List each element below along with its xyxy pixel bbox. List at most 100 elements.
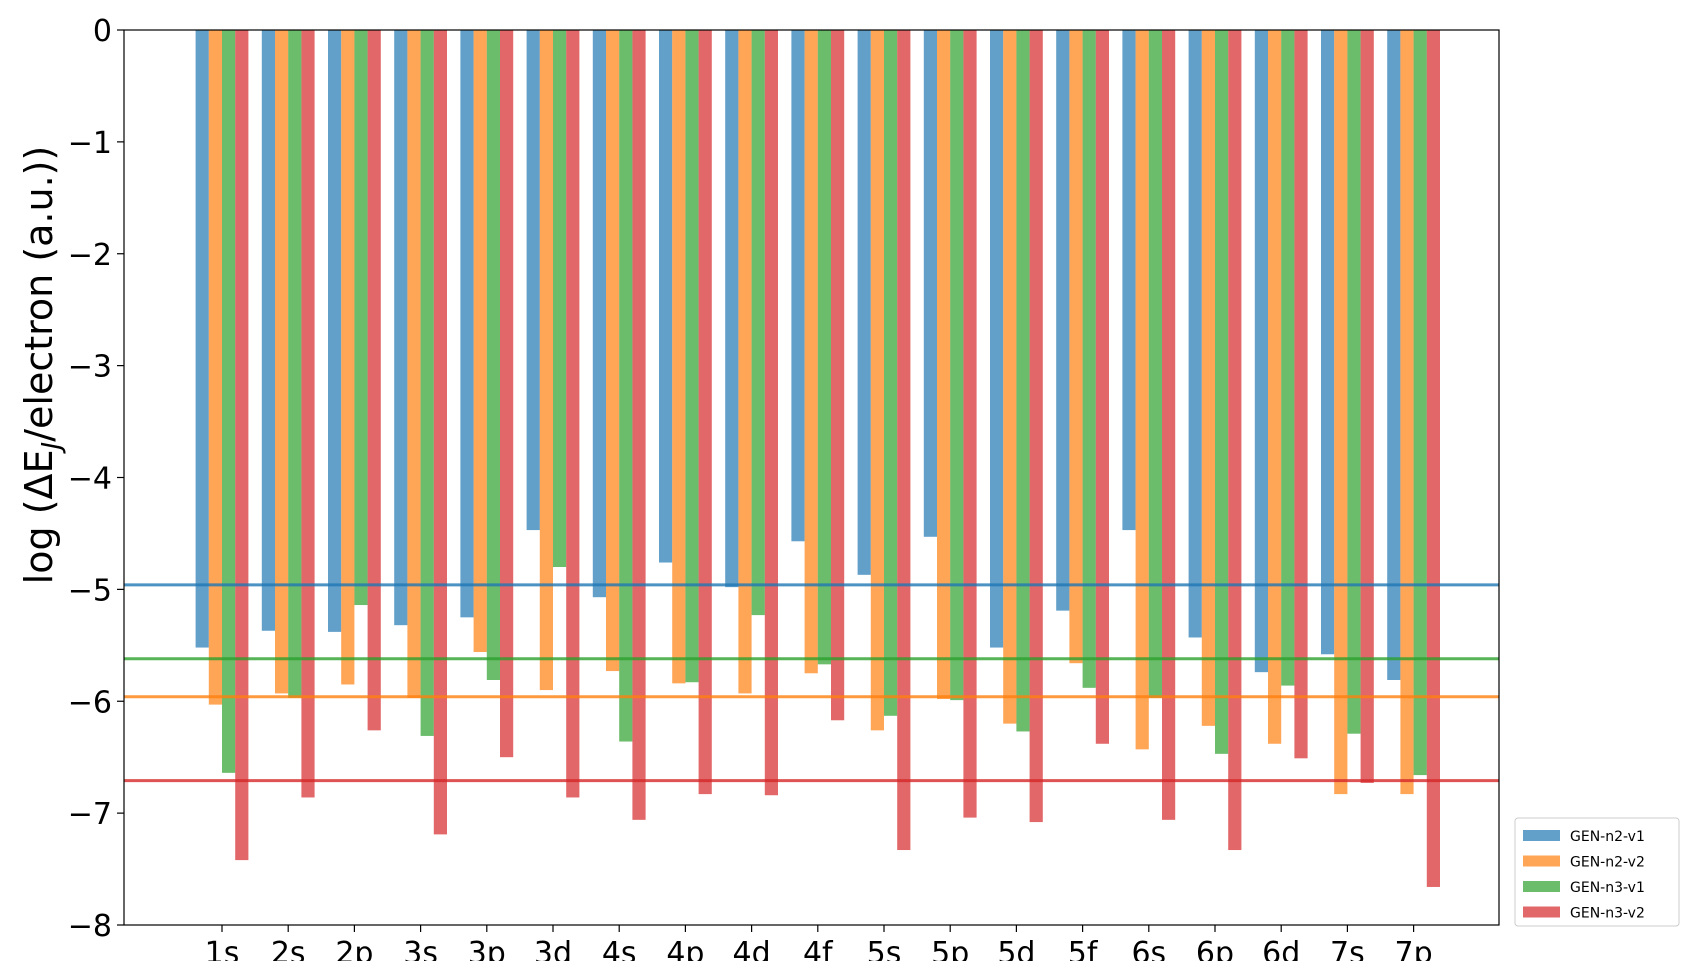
bar-GEN-n2-v1-2s xyxy=(261,30,275,631)
y-axis-label-suffix: /electron (a.u.)) xyxy=(17,146,61,442)
bar-GEN-n3-v2-3s xyxy=(433,30,447,835)
x-tick-label: 4d xyxy=(733,936,771,961)
bar-GEN-n3-v2-5f xyxy=(1095,30,1109,744)
bar-GEN-n3-v2-4f xyxy=(831,30,845,721)
bar-GEN-n2-v1-4s xyxy=(592,30,606,598)
bar-GEN-n2-v1-5f xyxy=(1056,30,1070,611)
bar-GEN-n3-v2-4d xyxy=(764,30,778,796)
x-tick-label: 6s xyxy=(1131,936,1166,961)
bar-GEN-n2-v2-4s xyxy=(606,30,620,672)
bar-GEN-n3-v1-3p xyxy=(486,30,500,680)
bar-GEN-n3-v2-7p xyxy=(1426,30,1440,887)
bar-GEN-n3-v2-3p xyxy=(500,30,514,758)
y-tick-label: −4 xyxy=(68,462,112,497)
bar-GEN-n3-v1-6p xyxy=(1215,30,1229,754)
y-tick-label: 0 xyxy=(93,14,112,49)
bar-GEN-n2-v1-3s xyxy=(394,30,408,626)
x-tick-label: 1s xyxy=(205,936,240,961)
bar-GEN-n3-v2-6s xyxy=(1162,30,1176,820)
bar-GEN-n2-v1-3d xyxy=(526,30,540,531)
bar-GEN-n3-v2-4s xyxy=(632,30,646,820)
bar-GEN-n2-v1-3p xyxy=(460,30,474,618)
x-tick-label: 2s xyxy=(271,936,306,961)
x-tick-label: 4p xyxy=(666,936,704,961)
y-tick-label: −5 xyxy=(68,573,112,608)
bar-GEN-n3-v1-5p xyxy=(950,30,964,701)
legend-box xyxy=(1514,817,1680,927)
bar-GEN-n2-v2-4p xyxy=(672,30,686,684)
bar-GEN-n2-v2-7s xyxy=(1334,30,1348,795)
bar-GEN-n2-v2-7p xyxy=(1400,30,1414,795)
bar-GEN-n3-v1-2s xyxy=(288,30,302,698)
bar-GEN-n2-v2-5p xyxy=(937,30,951,700)
bar-GEN-n3-v1-5d xyxy=(1016,30,1030,732)
bar-GEN-n3-v1-3s xyxy=(420,30,434,736)
bar-GEN-n3-v1-4p xyxy=(685,30,699,683)
x-tick-label: 7p xyxy=(1395,936,1433,961)
legend-swatch-GEN-n3-v1 xyxy=(1523,881,1560,892)
legend-swatch-GEN-n3-v2 xyxy=(1523,906,1560,918)
x-tick-label: 4f xyxy=(803,936,834,961)
bar-GEN-n2-v1-4d xyxy=(725,30,739,588)
bar-GEN-n2-v1-6d xyxy=(1254,30,1268,673)
bar-GEN-n2-v2-6d xyxy=(1268,30,1282,744)
bar-GEN-n3-v1-5f xyxy=(1082,30,1096,688)
bar-GEN-n3-v1-3d xyxy=(553,30,567,567)
y-axis-label: log (ΔEJ/electron (a.u.)) xyxy=(17,146,67,585)
legend-label-GEN-n2-v2: GEN-n2-v2 xyxy=(1570,855,1645,871)
bar-GEN-n3-v1-4s xyxy=(619,30,633,742)
bar-GEN-n3-v1-7s xyxy=(1347,30,1361,734)
bar-GEN-n3-v1-2p xyxy=(354,30,368,606)
y-tick-label: −7 xyxy=(68,797,112,832)
legend-label-GEN-n3-v1: GEN-n3-v1 xyxy=(1570,880,1645,896)
bar-GEN-n3-v2-1s xyxy=(235,30,249,861)
bar-GEN-n3-v1-5s xyxy=(884,30,898,716)
bar-GEN-n3-v2-2s xyxy=(301,30,315,798)
bar-GEN-n3-v1-6d xyxy=(1281,30,1295,686)
bar-GEN-n3-v1-1s xyxy=(222,30,236,773)
bar-GEN-n2-v2-6p xyxy=(1201,30,1215,726)
bar-GEN-n3-v1-6s xyxy=(1148,30,1162,698)
x-tick-label: 5p xyxy=(931,936,969,961)
x-tick-label: 5d xyxy=(997,936,1035,961)
bar-GEN-n3-v2-7s xyxy=(1360,30,1374,783)
legend-swatch-GEN-n2-v1 xyxy=(1523,830,1560,841)
x-tick-label: 2p xyxy=(335,936,373,961)
x-tick-label: 4s xyxy=(602,936,637,961)
bar-GEN-n2-v1-6p xyxy=(1188,30,1202,638)
x-tick-label: 6d xyxy=(1262,936,1300,961)
bar-GEN-n3-v2-2p xyxy=(367,30,381,731)
x-tick-label: 3s xyxy=(403,936,438,961)
y-axis-label-main: log (ΔE xyxy=(17,449,61,584)
y-tick-label: −6 xyxy=(68,685,112,720)
bar-GEN-n2-v1-4f xyxy=(791,30,805,542)
bar-GEN-n2-v1-6s xyxy=(1122,30,1136,531)
bar-GEN-n3-v2-5s xyxy=(897,30,911,851)
y-tick-label: −1 xyxy=(68,126,112,161)
bar-GEN-n2-v1-7s xyxy=(1321,30,1335,655)
bar-GEN-n3-v1-4d xyxy=(751,30,765,616)
bar-GEN-n2-v2-2p xyxy=(341,30,355,685)
bar-GEN-n2-v1-7p xyxy=(1387,30,1401,680)
bar-GEN-n2-v2-5d xyxy=(1003,30,1017,724)
bar-GEN-n3-v2-5d xyxy=(1029,30,1043,823)
bar-GEN-n2-v2-4d xyxy=(738,30,752,694)
y-tick-label: −2 xyxy=(68,238,112,273)
bar-GEN-n2-v1-5p xyxy=(923,30,937,537)
bar-GEN-n3-v2-6p xyxy=(1228,30,1242,851)
bar-GEN-n3-v1-7p xyxy=(1413,30,1427,776)
legend-label-GEN-n3-v2: GEN-n3-v2 xyxy=(1570,906,1645,922)
reference-lines xyxy=(124,583,1499,783)
legend-label-GEN-n2-v1: GEN-n2-v1 xyxy=(1570,829,1645,845)
bar-GEN-n3-v2-3d xyxy=(566,30,580,798)
bar-GEN-n2-v2-3s xyxy=(407,30,421,698)
bar-GEN-n3-v1-4f xyxy=(817,30,831,665)
x-tick-label: 5s xyxy=(867,936,902,961)
x-tick-label: 7s xyxy=(1330,936,1365,961)
bar-GEN-n2-v2-2s xyxy=(275,30,289,694)
y-tick-label: −3 xyxy=(68,350,112,385)
bar-layer xyxy=(195,30,1440,887)
bar-GEN-n3-v2-5p xyxy=(963,30,977,818)
x-tick-label: 3p xyxy=(468,936,506,961)
